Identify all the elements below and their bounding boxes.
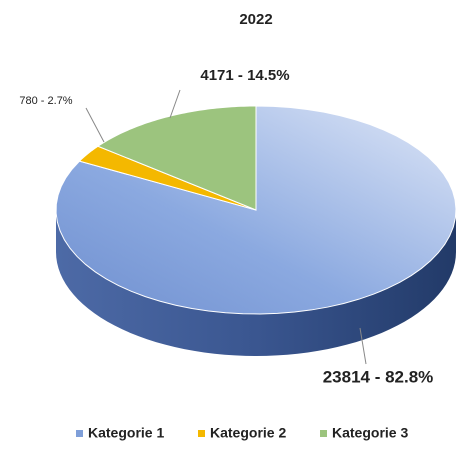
leader-line (85, 107, 105, 143)
leader-line (169, 89, 181, 119)
legend-swatch (320, 430, 327, 437)
legend-swatch (198, 430, 205, 437)
legend-label: Kategorie 1 (88, 425, 164, 441)
legend-label: Kategorie 3 (332, 425, 408, 441)
data-label: 780 - 2.7% (19, 95, 72, 107)
leader-line (359, 327, 367, 365)
data-label: 4171 - 14.5% (200, 67, 289, 84)
pie-slice (78, 145, 257, 211)
legend-swatch (76, 430, 83, 437)
chart-title: 2022 (239, 11, 272, 28)
legend-label: Kategorie 2 (210, 425, 286, 441)
pie-slice (96, 105, 257, 211)
pie-side (56, 210, 456, 356)
data-label: 23814 - 82.8% (323, 367, 434, 386)
